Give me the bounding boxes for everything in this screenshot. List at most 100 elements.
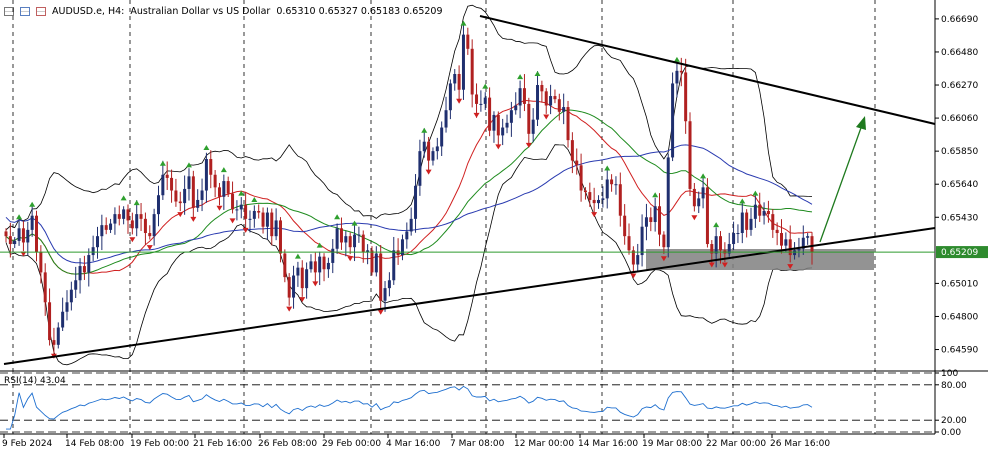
candle-body: [701, 187, 705, 199]
candle-body: [17, 228, 21, 241]
candle-body: [431, 151, 435, 161]
candle-body: [8, 236, 12, 245]
candle-body: [56, 327, 60, 345]
candle-body: [806, 236, 810, 238]
candle-body: [344, 236, 348, 243]
fractal-down-arrow: [299, 297, 306, 303]
candle-body: [139, 214, 143, 219]
candle-body: [322, 256, 326, 270]
candle-body: [231, 193, 235, 210]
fractal-up-arrow: [652, 192, 659, 198]
fractal-down-arrow: [216, 205, 223, 211]
candle-body: [801, 237, 805, 249]
candle-body: [745, 212, 749, 230]
fractal-up-arrow: [29, 201, 36, 207]
fractal-down-arrow: [660, 256, 667, 262]
candle-body: [287, 277, 291, 298]
fractal-up-arrow: [604, 165, 611, 171]
candle-body: [161, 174, 165, 196]
candle-body: [527, 103, 531, 134]
candle-body: [200, 190, 204, 200]
bb-upper-line: [5, 4, 813, 231]
candle-body: [553, 96, 557, 100]
candle-body: [409, 218, 413, 232]
candle-body: [244, 204, 248, 219]
candle-body: [292, 275, 296, 298]
candle-body: [496, 114, 500, 136]
candle-body: [684, 72, 688, 122]
fractal-up-arrow: [421, 127, 428, 133]
candle-body: [104, 225, 108, 230]
rsi-panel: 100 80.00 20.00 0.00: [0, 369, 967, 438]
fractal-down-arrow: [495, 144, 502, 150]
price-tick-label: 0.65010: [941, 279, 978, 289]
candle-body: [165, 174, 169, 178]
candle-body: [278, 220, 282, 254]
candle-body: [387, 280, 391, 289]
candle-body: [78, 266, 82, 281]
fractal-up-arrow: [351, 220, 358, 226]
fractal-down-arrow: [721, 262, 728, 268]
candle-body: [204, 159, 208, 191]
fractal-down-arrow: [543, 114, 550, 120]
price-tick-label: 0.66060: [941, 114, 978, 124]
candle-body: [531, 119, 535, 134]
candle-body: [239, 204, 243, 210]
candle-body: [740, 212, 744, 234]
time-tick-label: 29 Feb 00:00: [322, 439, 381, 449]
candle-body: [505, 122, 509, 128]
time-tick-label: 4 Mar 16:00: [386, 439, 441, 449]
fractal-down-arrow: [525, 142, 532, 148]
fractal-down-arrow: [377, 309, 384, 315]
candle-body: [392, 250, 396, 281]
candle-body: [732, 233, 736, 245]
candle-body: [719, 236, 723, 251]
objects-list-icon[interactable]: [36, 6, 46, 16]
candle-body: [30, 215, 34, 230]
candle-body: [597, 199, 601, 204]
candle-body: [457, 74, 461, 90]
indicator-list-icon[interactable]: [20, 6, 30, 16]
candle-body: [353, 234, 357, 248]
candle-body: [143, 218, 147, 234]
candle-body: [579, 165, 583, 191]
current-price-label: 0.65209: [941, 248, 978, 258]
candle-body: [736, 233, 740, 235]
price-tick-label: 0.66480: [941, 48, 978, 58]
candle-body: [627, 236, 631, 251]
candle-body: [252, 210, 256, 219]
candle-body: [435, 146, 439, 152]
candle-body: [335, 228, 339, 249]
fractal-down-arrow: [177, 212, 184, 218]
candle-body: [762, 210, 766, 216]
chart-window-icon[interactable]: [4, 6, 14, 16]
candle-body: [191, 176, 195, 208]
candle-body: [117, 214, 121, 219]
fractal-up-arrow: [713, 222, 720, 228]
fractal-up-arrow: [203, 145, 210, 151]
candle-body: [170, 177, 174, 191]
candle-body: [427, 141, 431, 161]
price-tick-label: 0.65850: [941, 147, 978, 157]
time-tick-label: 26 Mar 16:00: [770, 439, 830, 449]
candle-body: [178, 201, 182, 204]
fractal-up-arrow: [16, 214, 23, 220]
candle-body: [662, 234, 666, 248]
candle-body: [705, 187, 709, 245]
fractal-up-arrow: [334, 214, 341, 220]
fractal-down-arrow: [691, 215, 698, 221]
candle-body: [383, 288, 387, 301]
candle-body: [21, 228, 25, 243]
candle-body: [87, 255, 91, 273]
price-tick-label: 0.66690: [941, 15, 978, 25]
candle-body: [444, 110, 448, 128]
candle-body: [475, 94, 479, 104]
fractal-down-arrow: [190, 216, 197, 222]
time-tick-label: 14 Mar 16:00: [578, 439, 638, 449]
candle-body: [405, 231, 409, 240]
candle-body: [48, 302, 52, 341]
candle-body: [366, 250, 370, 252]
candle-body: [300, 267, 304, 289]
